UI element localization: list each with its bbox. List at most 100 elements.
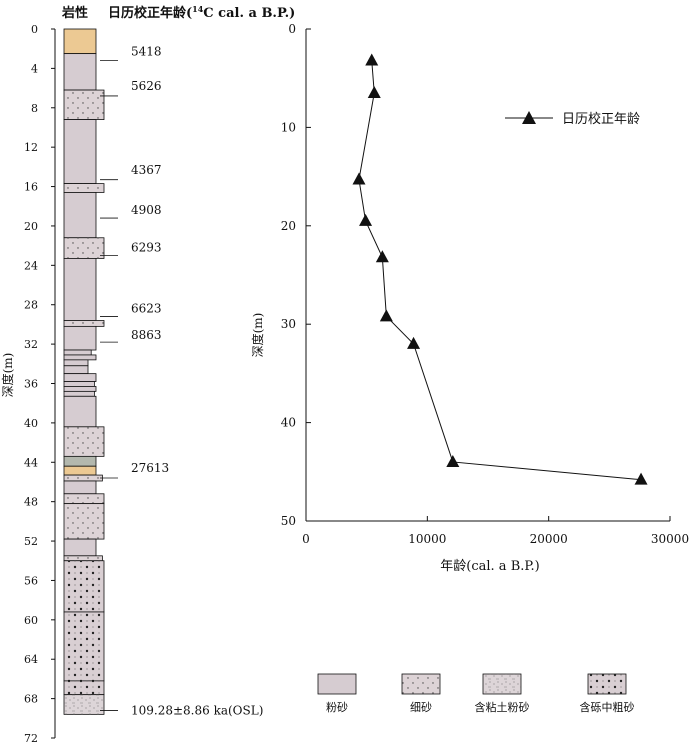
lithology-legend: 粉砂 细砂 含粘土粉砂 含砾中粗砂 <box>317 673 635 714</box>
chart-x-tick-label: 10000 <box>408 532 446 546</box>
lithology-layer-silt <box>63 373 97 382</box>
lithology-layer-pattern <box>64 183 104 193</box>
column-depth-tick-label: 48 <box>24 496 38 509</box>
column-age-header-prefix: 日历校正年龄( <box>108 5 192 21</box>
column-age-labels: 5418 5626 4367 4908 6293 6623 8863 27613 109.28±… <box>100 45 263 717</box>
lithology-layer-pattern <box>64 503 104 540</box>
chart-y-tick-label: 50 <box>281 514 296 528</box>
lithology-layer-silt <box>63 258 97 321</box>
column-age-label: 5418 <box>131 45 162 59</box>
column-age-header-sup: 14 <box>192 4 204 14</box>
chart-data-point <box>375 250 389 263</box>
lithology-layer-pattern <box>64 426 104 457</box>
column-age-label: 109.28±8.86 ka(OSL) <box>131 703 263 717</box>
lithology-legend-label: 含粘土粉砂 <box>475 700 530 714</box>
lithology-layer-pattern <box>64 237 104 259</box>
chart-legend: 日历校正年龄 <box>505 111 640 127</box>
lithology-layer-silt <box>63 119 97 185</box>
lithology-layer-silt <box>63 386 97 392</box>
column-age-label: 4367 <box>131 163 162 177</box>
column-age-label: 6623 <box>131 302 162 316</box>
lithology-layer-orange <box>63 465 97 476</box>
column-depth-tick-label: 40 <box>24 417 38 430</box>
lithology-layer-silt <box>63 538 97 557</box>
lithology-layer-silt <box>63 390 95 397</box>
chart-data-point <box>634 472 648 485</box>
lithology-layer-gray_green <box>63 455 97 467</box>
column-age-label: 8863 <box>131 328 162 342</box>
chart-legend-label: 日历校正年龄 <box>562 111 640 127</box>
lithology-layer-pattern <box>64 694 104 715</box>
column-age-header: 日历校正年龄(14C cal. a B.P.) <box>108 4 295 21</box>
chart-y-tick-label: 10 <box>281 120 296 134</box>
chart-x-tick-label: 0 <box>302 532 310 546</box>
column-depth-tick-label: 24 <box>24 259 38 272</box>
lithology-legend-swatch-pattern <box>483 674 521 694</box>
lithology-layer-pattern <box>64 611 104 681</box>
lithology-layer-silt <box>63 359 89 367</box>
lithology-layer-silt <box>63 354 97 361</box>
lithology-legend-swatch-pattern <box>588 674 626 694</box>
lithology-layer-pattern <box>64 320 104 327</box>
column-depth-axis-label: 深度(m) <box>0 353 15 398</box>
lithology-layer-orange <box>63 28 97 55</box>
chart-data-point <box>365 53 379 66</box>
lithology-layer-silt <box>63 53 97 91</box>
lithology-layer-pattern <box>64 555 103 561</box>
column-depth-tick-label: 68 <box>24 693 38 706</box>
lithology-legend-swatch-pattern <box>402 674 440 694</box>
age-depth-chart: 0 10 20 30 40 50 0 10000 20000 30000 <box>281 22 689 546</box>
chart-y-axis-label: 深度(m) <box>250 313 265 358</box>
lithology-layer-pattern <box>64 493 104 504</box>
column-depth-tick-label: 8 <box>31 102 38 115</box>
chart-x-tick-label: 30000 <box>651 532 689 546</box>
lithology-legend-label: 细砂 <box>410 701 432 714</box>
chart-data-point <box>407 336 421 349</box>
chart-x-axis-label: 年龄(cal. a B.P.) <box>440 559 539 574</box>
lithology-layer-silt <box>63 381 95 387</box>
column-age-header-suffix: C cal. a B.P.) <box>203 6 295 21</box>
chart-data-point <box>446 454 460 467</box>
column-depth-tick-label: 20 <box>24 220 38 233</box>
column-lithology-header: 岩性 <box>61 5 88 21</box>
chart-y-tick-label: 0 <box>288 22 296 36</box>
column-age-label: 5626 <box>131 79 162 93</box>
column-depth-tick-label: 52 <box>24 535 38 548</box>
chart-data-point <box>359 213 373 226</box>
column-depth-tick-label: 28 <box>24 299 38 312</box>
chart-y-tick-label: 30 <box>281 317 296 331</box>
chart-y-tick-label: 20 <box>281 219 296 233</box>
column-age-label: 4908 <box>131 203 162 217</box>
lithology-layer-silt <box>63 365 89 375</box>
chart-data-point <box>379 309 393 322</box>
lithology-layer-pattern <box>64 680 104 695</box>
lithology-legend-label: 含砾中粗砂 <box>580 700 635 714</box>
lithology-legend-label: 粉砂 <box>326 701 348 714</box>
chart-data-point <box>352 172 366 185</box>
lithology-layer-pattern <box>64 90 104 120</box>
chart-legend-triangle <box>522 111 536 124</box>
lithology-layer-silt <box>63 395 97 428</box>
column-depth-tick-label: 16 <box>24 181 38 194</box>
column-depth-tick-label: 72 <box>24 732 38 745</box>
chart-y-tick-label: 40 <box>281 416 296 430</box>
lithology-layer-silt <box>63 192 97 239</box>
column-age-label: 6293 <box>131 241 162 255</box>
column-depth-tick-label: 64 <box>24 653 38 666</box>
column-depth-tick-label: 36 <box>24 378 38 391</box>
column-depth-tick-label: 0 <box>31 23 38 36</box>
lithology-layer-silt <box>63 349 92 356</box>
column-depth-tick-label: 32 <box>24 338 38 351</box>
lithology-layer-silt <box>63 325 97 351</box>
lithology-layer-pattern <box>64 475 103 481</box>
column-age-label: 27613 <box>131 461 169 475</box>
column-depth-tick-label: 4 <box>31 62 38 75</box>
column-depth-tick-label: 60 <box>24 614 38 627</box>
lithology-column <box>63 28 105 715</box>
chart-x-tick-label: 20000 <box>530 532 568 546</box>
lithology-legend-swatch-silt <box>317 673 357 695</box>
column-depth-tick-label: 44 <box>24 456 38 469</box>
lithology-layer-pattern <box>64 560 104 612</box>
